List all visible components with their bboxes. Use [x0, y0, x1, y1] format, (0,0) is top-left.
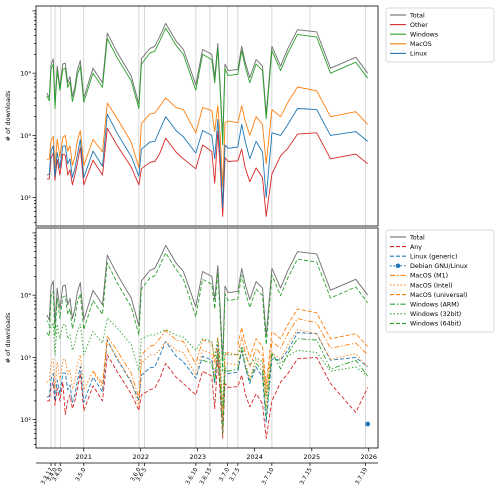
x-year-label: 2021 — [75, 453, 92, 461]
release-label: 3.7.19 — [355, 467, 370, 486]
series-line-total — [46, 22, 369, 139]
series-line-linux-generic — [46, 332, 368, 430]
bottom-panel: 10² 10³ 10⁴ # of downloads — [4, 227, 379, 449]
legend-marker-debian-gnu-linux — [395, 263, 401, 269]
legend-label-macos: MacOS — [410, 41, 432, 48]
axes-frame — [35, 5, 379, 227]
legend-label-debian-gnu-linux: Debian GNU/Linux — [410, 263, 468, 270]
series-line-windows-32bit — [46, 317, 368, 408]
legend-label-windows-64bit: Windows (64bit) — [410, 321, 461, 328]
y-tick-label: 10³ — [20, 132, 31, 140]
y-tick-label: 10² — [20, 416, 31, 424]
legend-label-total: Total — [409, 12, 425, 19]
x-year-label: 2022 — [132, 453, 149, 461]
x-year-label: 2026 — [361, 453, 378, 461]
x-year-label: 2023 — [189, 453, 206, 461]
release-label: 3.6.10 — [185, 467, 200, 486]
series-line-windows — [46, 27, 369, 146]
series-line-total — [46, 244, 369, 361]
x-axis: 2021 2022 2023 2024 2025 20263.3.173.4.03.4.0… — [36, 448, 378, 486]
series-line-macos — [46, 86, 369, 188]
legend-label-windows: Windows — [410, 32, 438, 39]
y-tick-label: 10² — [20, 194, 31, 202]
series-line-other — [46, 127, 368, 217]
release-label: 3.7.15 — [299, 467, 314, 486]
top-panel: 10² 10³ 10⁴ # of downloads — [4, 5, 379, 227]
series-group — [46, 244, 371, 439]
series-line-macos-universal — [237, 308, 369, 387]
legend-label-other: Other — [410, 22, 428, 29]
y-tick-label: 10⁴ — [20, 292, 31, 300]
series-line-macos-intel — [46, 329, 369, 430]
y-tick-label: 10⁴ — [20, 70, 31, 78]
legend-box — [385, 229, 495, 333]
legend-bottom: Total Any Linux (generic) Debian GNU/Linux M… — [385, 229, 495, 333]
legend-label-macos-m1: MacOS (M1) — [410, 273, 448, 280]
x-year-label: 2025 — [304, 453, 321, 461]
release-label: 3.6.15 — [199, 467, 214, 486]
series-line-any — [46, 354, 369, 439]
legend-label-windows-arm: Windows (ARM) — [410, 302, 459, 309]
series-line-macos-m1 — [92, 318, 369, 418]
y-tick-label: 10³ — [20, 354, 31, 362]
series-group — [46, 22, 369, 217]
y-axis-label: # of downloads — [4, 312, 12, 363]
legend-label-windows-32bit: Windows (32bit) — [410, 311, 461, 318]
series-line-linux — [46, 108, 368, 208]
legend-label-macos-universal: MacOS (universal) — [410, 292, 467, 299]
x-year-label: 2024 — [246, 453, 263, 461]
release-label: 3.7.10 — [261, 467, 276, 486]
series-point-debian-gnu-linux — [365, 421, 371, 427]
legend-top: Total Other Windows MacOS Linux — [385, 7, 495, 63]
series-line-windows-64bit — [46, 252, 369, 372]
legend-label-total: Total — [409, 234, 425, 241]
release-label: 3.7.5 — [229, 467, 242, 483]
y-axis-label: # of downloads — [4, 90, 12, 141]
legend-label-any: Any — [410, 244, 422, 251]
legend-label-linux: Linux — [410, 51, 427, 58]
legend-label-macos-intel: MacOS (Intel) — [410, 282, 453, 289]
legend-box — [385, 7, 495, 63]
legend-label-linux-generic: Linux (generic) — [410, 254, 457, 261]
release-label: 3.5.0 — [75, 467, 88, 483]
axes-frame — [35, 227, 379, 449]
series-line-windows-arm — [202, 338, 369, 434]
